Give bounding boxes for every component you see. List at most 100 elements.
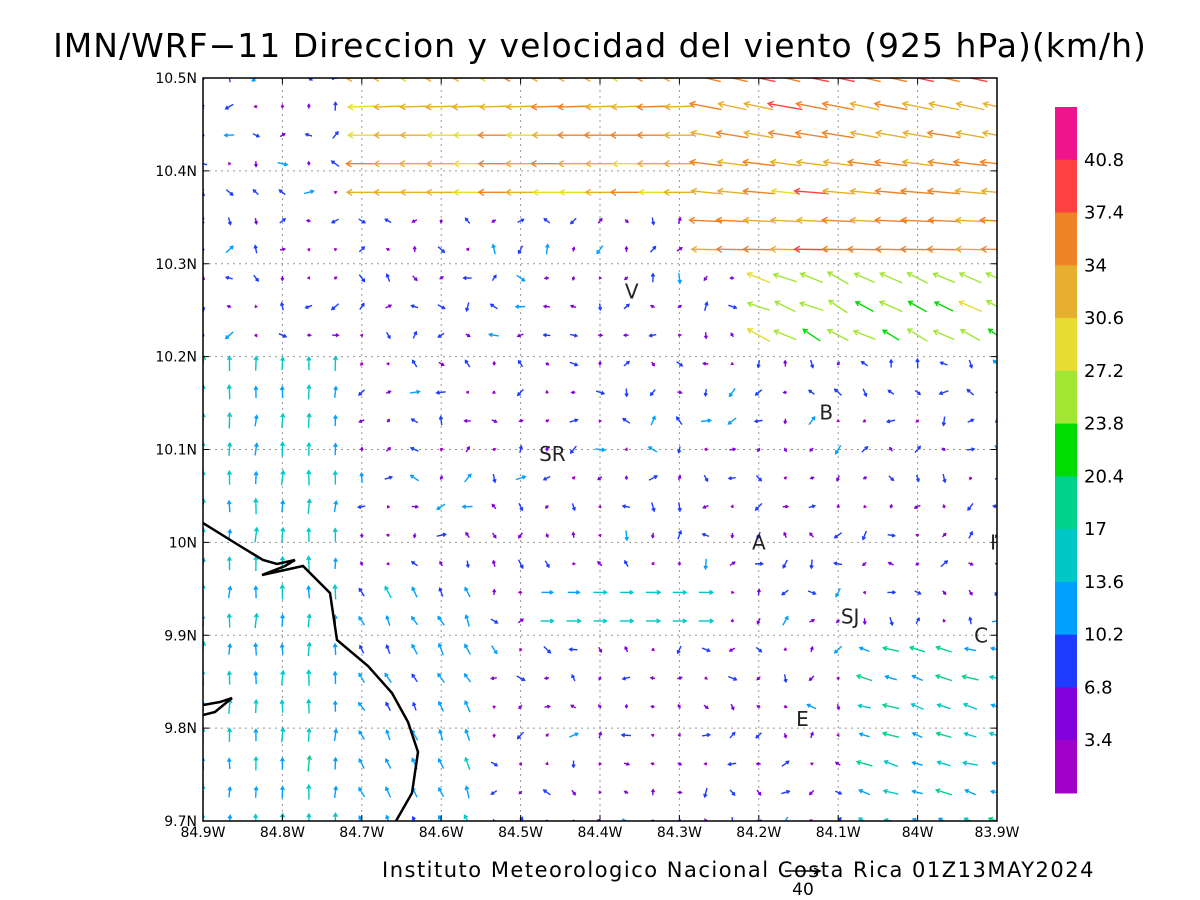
wind-arrow [477,188,510,197]
wind-arrow [978,216,997,224]
wind-arrow [677,216,682,224]
wind-arrow [227,643,233,655]
wind-arrow [333,756,338,770]
wind-arrow [961,674,979,681]
wind-arrow [226,304,232,309]
wind-arrow [333,247,338,252]
wind-arrow [911,674,924,682]
wind-arrow [807,590,817,596]
wind-arrow [728,304,738,310]
wind-arrow [884,674,897,681]
wind-arrow [544,504,549,509]
wind-arrow [731,590,735,595]
wind-arrow [307,248,311,252]
wind-arrow [545,446,549,452]
wind-arrow [424,103,457,111]
wind-arrow [358,729,365,740]
wind-arrow [624,475,629,480]
wind-arrow [783,732,788,739]
wind-arrow [926,187,961,196]
wind-arrow [855,759,873,767]
wind-arrow [306,103,311,109]
wind-arrow [952,158,988,167]
wind-arrow [703,388,708,398]
wind-arrow [846,158,882,167]
wind-arrow [517,245,524,255]
wind-arrow [619,618,635,624]
wind-arrow [808,504,816,509]
wind-arrow [702,361,709,366]
wind-arrow [853,272,875,284]
wind-arrow [802,328,821,342]
wind-arrow [435,390,446,395]
wind-arrow [465,445,470,453]
wind-arrow [877,78,908,83]
wind-arrow [940,560,949,568]
wind-arrow [359,302,365,310]
wind-arrow [902,129,932,139]
wind-arrow [411,643,418,655]
wind-arrow [518,790,523,795]
wind-arrow [647,446,658,453]
wind-arrow [385,729,391,741]
wind-arrow [384,786,392,798]
wind-arrow [462,275,472,281]
wind-arrow [598,360,602,366]
wind-arrow [306,641,312,657]
wind-arrow [676,361,684,367]
wind-arrow [648,475,659,481]
wind-arrow [677,446,682,454]
wind-arrow [464,217,471,224]
wind-arrow [330,218,339,224]
wind-arrow [663,131,695,139]
wind-arrow [226,499,232,513]
wind-arrow [889,446,893,452]
wind-arrow [836,475,840,482]
wind-arrow [915,562,920,566]
wind-arrow [649,676,655,680]
wind-arrow [980,245,997,253]
colorbar-swatch [1055,476,1077,530]
wind-arrow [677,561,682,566]
wind-arrow [887,561,894,566]
wind-arrow [809,618,816,623]
wind-arrow [226,613,232,628]
wind-arrow [677,676,683,680]
wind-arrow [464,643,471,655]
wind-arrow [226,411,233,429]
wind-arrow [465,390,470,394]
wind-arrow [677,474,682,481]
wind-arrow [650,733,655,738]
wind-arrow [857,703,871,709]
wind-arrow [426,131,455,139]
wind-arrow [598,333,604,338]
wind-arrow [359,533,364,539]
colorbar: 40.8 37.4 34 30.6 27.2 23.8 20.4 17 13.6 10.2 6.8 3… [1055,107,1124,794]
wind-arrow [769,216,800,224]
wind-arrow [597,560,603,567]
wind-arrow [651,561,655,566]
colorbar-swatch [1055,740,1077,794]
wind-arrow [412,701,417,711]
wind-arrow [306,527,312,542]
wind-arrow [834,444,842,455]
wind-arrow [280,356,286,370]
wind-arrow [488,332,499,338]
colorbar-swatch [1055,159,1077,214]
wind-arrow [464,756,471,770]
wind-arrow [410,560,418,567]
wind-arrow [809,532,815,538]
wind-arrow [624,447,629,451]
wind-arrow [358,389,366,396]
wind-arrow [253,642,259,656]
wind-arrow [878,271,903,284]
wind-arrow [253,470,259,485]
wind-arrow [598,419,602,424]
city-label: I [990,530,996,554]
wind-arrow [514,304,526,309]
wind-arrow [914,389,922,396]
wind-arrow [914,445,922,453]
wind-arrow [688,216,723,224]
wind-arrow [569,361,579,367]
wind-arrow [463,814,469,821]
